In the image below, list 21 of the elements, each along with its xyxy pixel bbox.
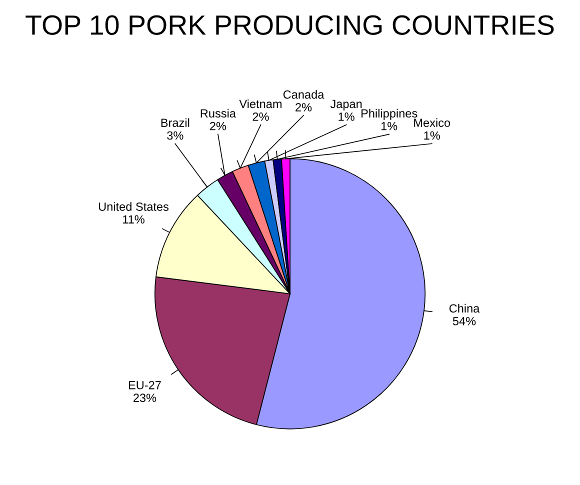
data-label: 54% [452, 317, 476, 326]
chart-title: TOP 10 PORK PRODUCING COUNTRIES [26, 15, 554, 35]
slice-label: United States [98, 202, 169, 211]
slice-label: Brazil [161, 118, 190, 127]
data-label: 1% [338, 112, 354, 121]
data-label: 1% [381, 122, 398, 130]
slice-label: Japan [330, 100, 362, 110]
slice-label: Russia [200, 108, 236, 118]
data-label: 2% [210, 122, 226, 130]
slice-label: Mexico [414, 118, 450, 127]
slice-label: Vietnam [239, 99, 282, 108]
data-label: 2% [296, 103, 312, 112]
slice-label: Canada [283, 90, 324, 99]
legend-label: China [449, 304, 480, 313]
data-label: 23% [134, 394, 156, 402]
slice-label: Philippines [362, 108, 418, 120]
slice-label: EU-27 [128, 380, 161, 390]
data-label: 1% [424, 131, 440, 140]
data-label: 11% [123, 215, 144, 224]
data-label: 2% [252, 112, 269, 121]
data-label: 3% [167, 131, 184, 140]
